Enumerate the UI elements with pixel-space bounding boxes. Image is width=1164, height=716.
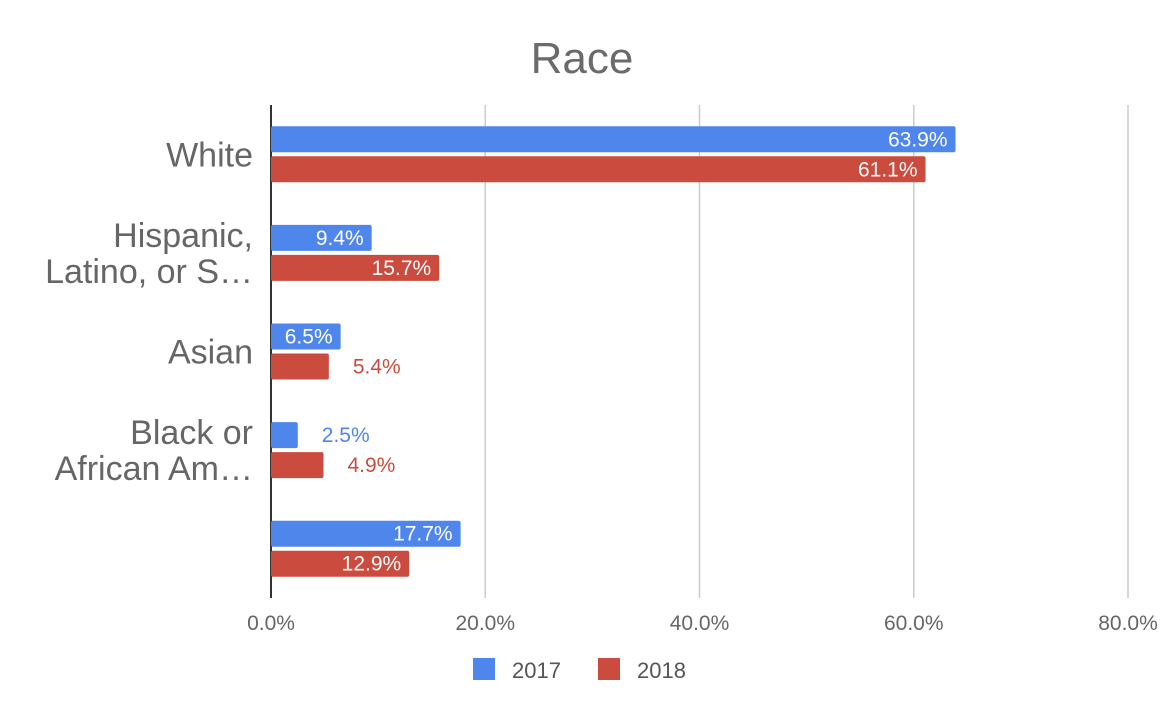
bar-2018 — [271, 550, 410, 577]
category-label: Hispanic, — [113, 217, 253, 255]
chart-title: Race — [531, 34, 634, 83]
x-tick-label: 60.0% — [884, 612, 944, 635]
data-label: 9.4% — [316, 227, 364, 250]
gridlines — [270, 105, 1129, 598]
legend-swatch-2018 — [598, 658, 620, 680]
data-label: 17.7% — [393, 523, 453, 546]
data-label: 4.9% — [347, 454, 395, 477]
category-label: White — [166, 136, 253, 174]
legend: 2017 2018 — [473, 658, 686, 683]
category-label: African Am… — [55, 450, 253, 488]
bar-2018 — [271, 452, 324, 479]
bar-2018 — [271, 156, 926, 183]
x-tick-label: 80.0% — [1098, 612, 1158, 635]
data-label: 5.4% — [353, 356, 401, 379]
bar-2018 — [271, 254, 440, 281]
category-labels: White Hispanic,Latino, or S… Asian Black or… — [45, 136, 253, 488]
x-tick-label: 40.0% — [670, 612, 730, 635]
legend-label-2018: 2018 — [637, 658, 686, 683]
data-label: 15.7% — [372, 257, 432, 280]
legend-label-2017: 2017 — [512, 658, 561, 683]
bar-2018 — [271, 353, 329, 380]
bar-2017 — [271, 520, 461, 547]
data-label: 12.9% — [342, 553, 402, 576]
bar-2017 — [271, 126, 956, 153]
legend-swatch-2017 — [473, 658, 495, 680]
bar-2017 — [271, 323, 341, 350]
x-tick-label: 0.0% — [247, 612, 295, 635]
data-label: 63.9% — [888, 128, 948, 151]
bar-2017 — [271, 224, 372, 251]
bars: 63.9% 61.1% 9.4% 15.7% 6.5% 5.4% 2.5% 4.9% 17.7%… — [271, 126, 956, 577]
category-label: Asian — [168, 334, 253, 372]
x-tick-labels: 0.0% 20.0% 40.0% 60.0% 80.0% — [247, 612, 1158, 635]
category-label: Latino, or S… — [45, 253, 253, 291]
data-label: 61.1% — [858, 158, 918, 181]
category-label: Black or — [130, 414, 253, 452]
data-label: 2.5% — [322, 424, 370, 447]
x-tick-label: 20.0% — [455, 612, 515, 635]
bar-2017 — [271, 422, 298, 449]
data-label: 6.5% — [285, 326, 333, 349]
